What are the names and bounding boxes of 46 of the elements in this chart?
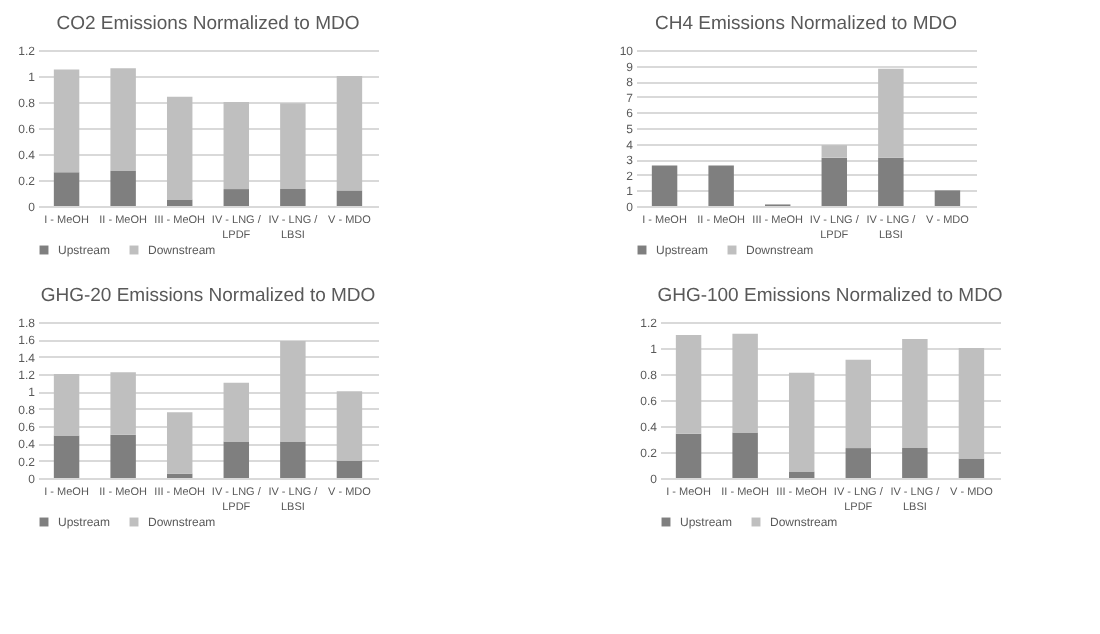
bar bbox=[53, 69, 80, 173]
bar bbox=[336, 190, 363, 206]
bar bbox=[110, 434, 136, 478]
bar bbox=[788, 372, 815, 472]
bar bbox=[110, 68, 136, 171]
bar bbox=[821, 157, 848, 206]
bar bbox=[280, 189, 306, 206]
bar bbox=[934, 190, 961, 206]
bar bbox=[958, 348, 985, 459]
chart-title: CO2 Emissions Normalized to MDO bbox=[56, 13, 360, 35]
bar bbox=[53, 374, 80, 436]
bar bbox=[166, 412, 193, 474]
bar bbox=[878, 157, 904, 206]
bar bbox=[845, 359, 872, 449]
bar bbox=[110, 372, 136, 435]
bar bbox=[336, 391, 363, 461]
bar bbox=[675, 433, 702, 478]
bar bbox=[110, 170, 136, 206]
bar bbox=[223, 441, 250, 478]
chart-title: CH4 Emissions Normalized to MDO bbox=[655, 13, 957, 35]
bar bbox=[166, 199, 193, 206]
bar bbox=[708, 165, 734, 206]
bar bbox=[788, 471, 815, 478]
bar bbox=[53, 172, 80, 206]
bar bbox=[732, 432, 758, 478]
bar bbox=[166, 96, 193, 200]
bar bbox=[280, 103, 306, 190]
bar bbox=[336, 460, 363, 478]
bar bbox=[223, 189, 250, 206]
bar bbox=[821, 145, 848, 158]
chart-title: GHG-20 Emissions Normalized to MDO bbox=[40, 285, 376, 307]
bar bbox=[280, 341, 306, 442]
bar bbox=[845, 448, 872, 478]
bar bbox=[902, 338, 928, 449]
chart-title: GHG-100 Emissions Normalized to MDO bbox=[657, 285, 1003, 307]
bar bbox=[651, 165, 678, 206]
bar bbox=[878, 68, 904, 158]
bar bbox=[732, 333, 758, 433]
bar bbox=[280, 441, 306, 478]
bar bbox=[902, 448, 928, 478]
bar bbox=[336, 76, 363, 191]
bar bbox=[958, 458, 985, 478]
bar bbox=[223, 102, 250, 190]
bar bbox=[53, 435, 80, 478]
bar bbox=[223, 382, 250, 442]
bar bbox=[675, 335, 702, 434]
